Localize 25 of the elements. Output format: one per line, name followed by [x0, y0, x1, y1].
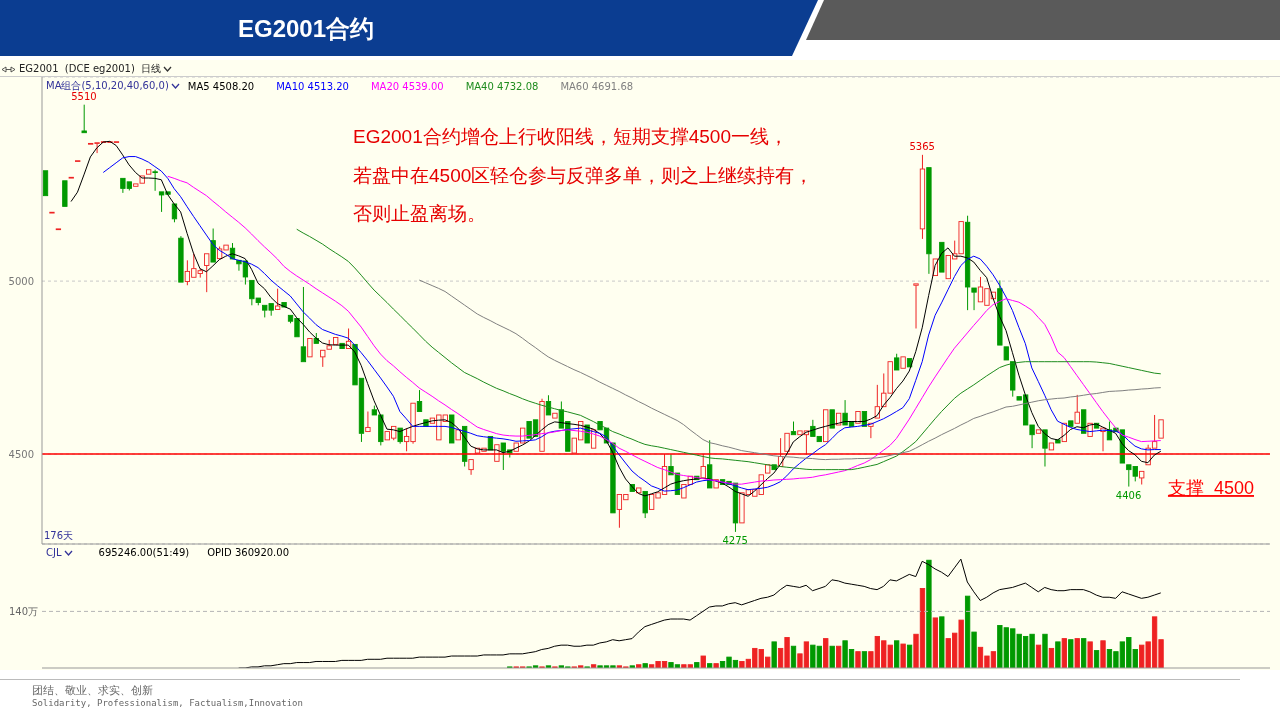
annotation: 若盘中在4500区轻仓参与反弹多单，则之上继续持有，	[353, 164, 814, 188]
annotation: 4275	[722, 534, 748, 546]
text: 695246.00(51:49)	[98, 547, 190, 558]
annotation: 4406	[1115, 489, 1142, 501]
annotation: 否则止盈离场。	[353, 202, 486, 226]
text: MA40 4732.08	[465, 80, 539, 92]
annotation: 5365	[909, 140, 935, 152]
annotation: 5510	[71, 90, 97, 102]
annotation: 176天	[44, 529, 74, 543]
text: MA5 4508.20	[187, 80, 255, 92]
text: OPID 360920.00	[207, 547, 290, 558]
text: MA60 4691.68	[560, 80, 634, 92]
chart-subtitle: EG2001 (DCE eg2001) 日线	[19, 62, 163, 76]
legend-title: MA组合(5,10,20,40,60,0)	[46, 79, 170, 92]
text: 团结、敬业、求实、创新	[32, 683, 153, 698]
text: Solidarity, Professionalism, Factualism,Innovation	[32, 698, 303, 708]
y-tick-label: 5000	[8, 275, 34, 287]
text: CJL	[46, 547, 63, 558]
chart-title: EG2001合约	[238, 14, 375, 44]
ref-line-label: 支撑 4500	[1167, 478, 1254, 499]
ref-line-label: 140万	[8, 606, 38, 618]
y-tick-label: 4500	[8, 448, 34, 460]
annotation: EG2001合约增仓上行收阳线，短期支撑4500一线，	[353, 125, 788, 149]
text: MA10 4513.20	[276, 80, 349, 92]
text: MA20 4539.00	[370, 80, 444, 92]
